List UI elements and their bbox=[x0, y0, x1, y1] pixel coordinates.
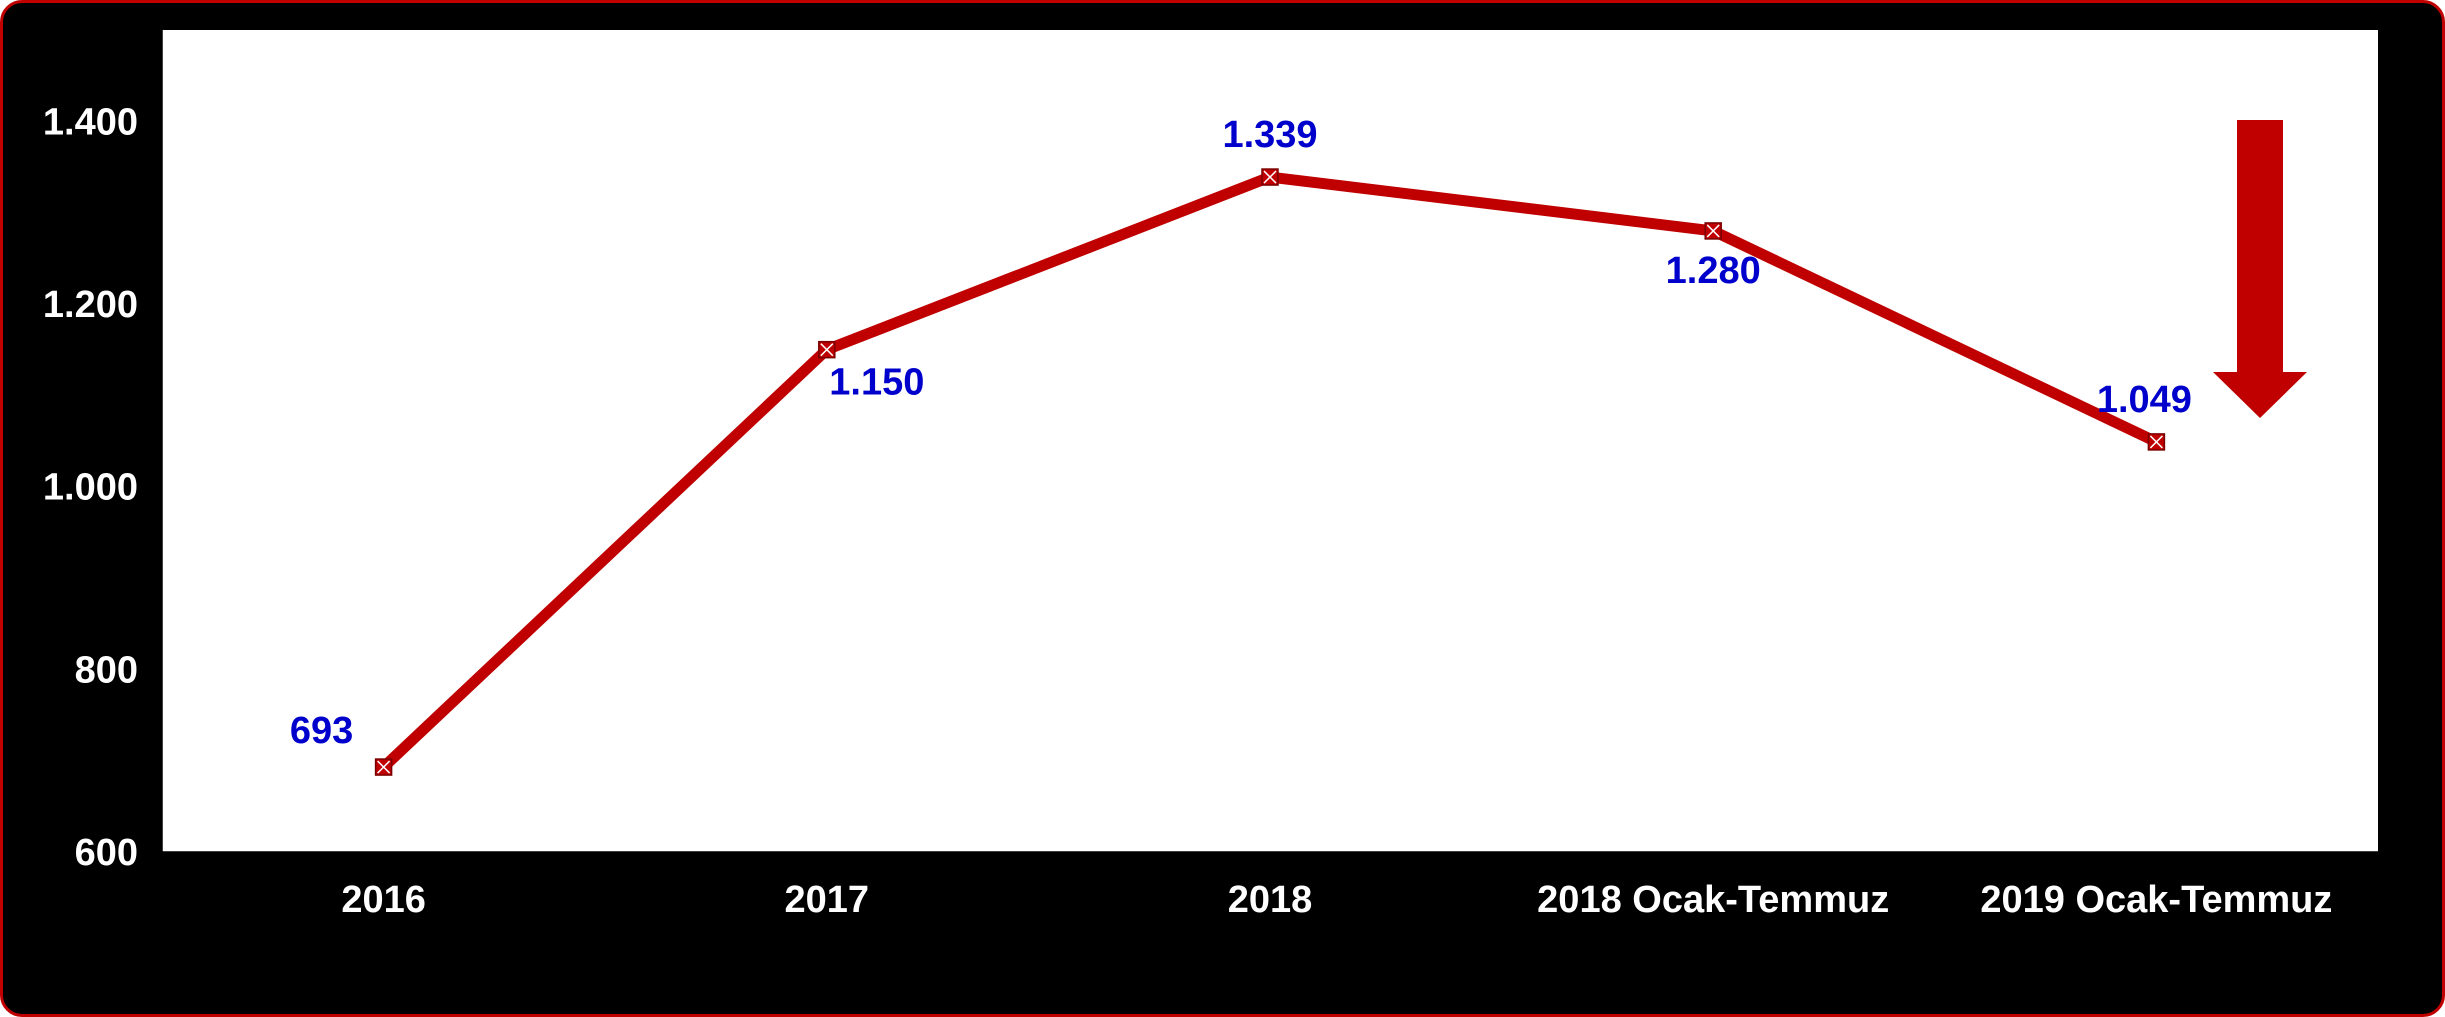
series-group bbox=[374, 168, 2166, 776]
down-arrow-icon bbox=[2213, 120, 2307, 418]
data-label: 1.339 bbox=[1222, 114, 1317, 156]
x-tick-label: 2018 Ocak-Temmuz bbox=[1537, 879, 1889, 921]
y-axis-ticks: 600 800 1.000 1.200 1.400 bbox=[43, 101, 162, 874]
data-label: 1.150 bbox=[829, 362, 924, 404]
data-point-marker bbox=[818, 340, 836, 359]
y-tick-label: 800 bbox=[75, 649, 138, 691]
y-tick-label: 1.400 bbox=[43, 101, 138, 143]
data-point-marker bbox=[1704, 222, 1722, 240]
annotations bbox=[2213, 120, 2307, 418]
x-tick-label: 2019 Ocak-Temmuz bbox=[1980, 879, 2332, 921]
plot-area bbox=[162, 30, 2378, 852]
data-label: 1.049 bbox=[2097, 379, 2192, 421]
data-label: 1.280 bbox=[1666, 250, 1761, 292]
x-axis-ticks: 2016 2017 2018 2018 Ocak-Temmuz 2019 Ocak-Te… bbox=[161, 852, 2379, 921]
data-point-marker bbox=[2147, 433, 2166, 451]
data-point-marker bbox=[1261, 168, 1279, 186]
data-labels: 693 1.150 1.339 1.280 1.049 bbox=[290, 114, 2192, 752]
y-tick-label: 1.000 bbox=[43, 467, 138, 509]
x-tick-label: 2016 bbox=[341, 879, 426, 921]
y-tick-label: 1.200 bbox=[43, 284, 138, 326]
y-tick-label: 600 bbox=[75, 832, 138, 874]
data-point-marker bbox=[374, 758, 393, 776]
x-tick-label: 2018 bbox=[1228, 879, 1313, 921]
x-tick-label: 2017 bbox=[785, 879, 870, 921]
axes bbox=[161, 30, 2378, 853]
data-label: 693 bbox=[290, 710, 353, 752]
